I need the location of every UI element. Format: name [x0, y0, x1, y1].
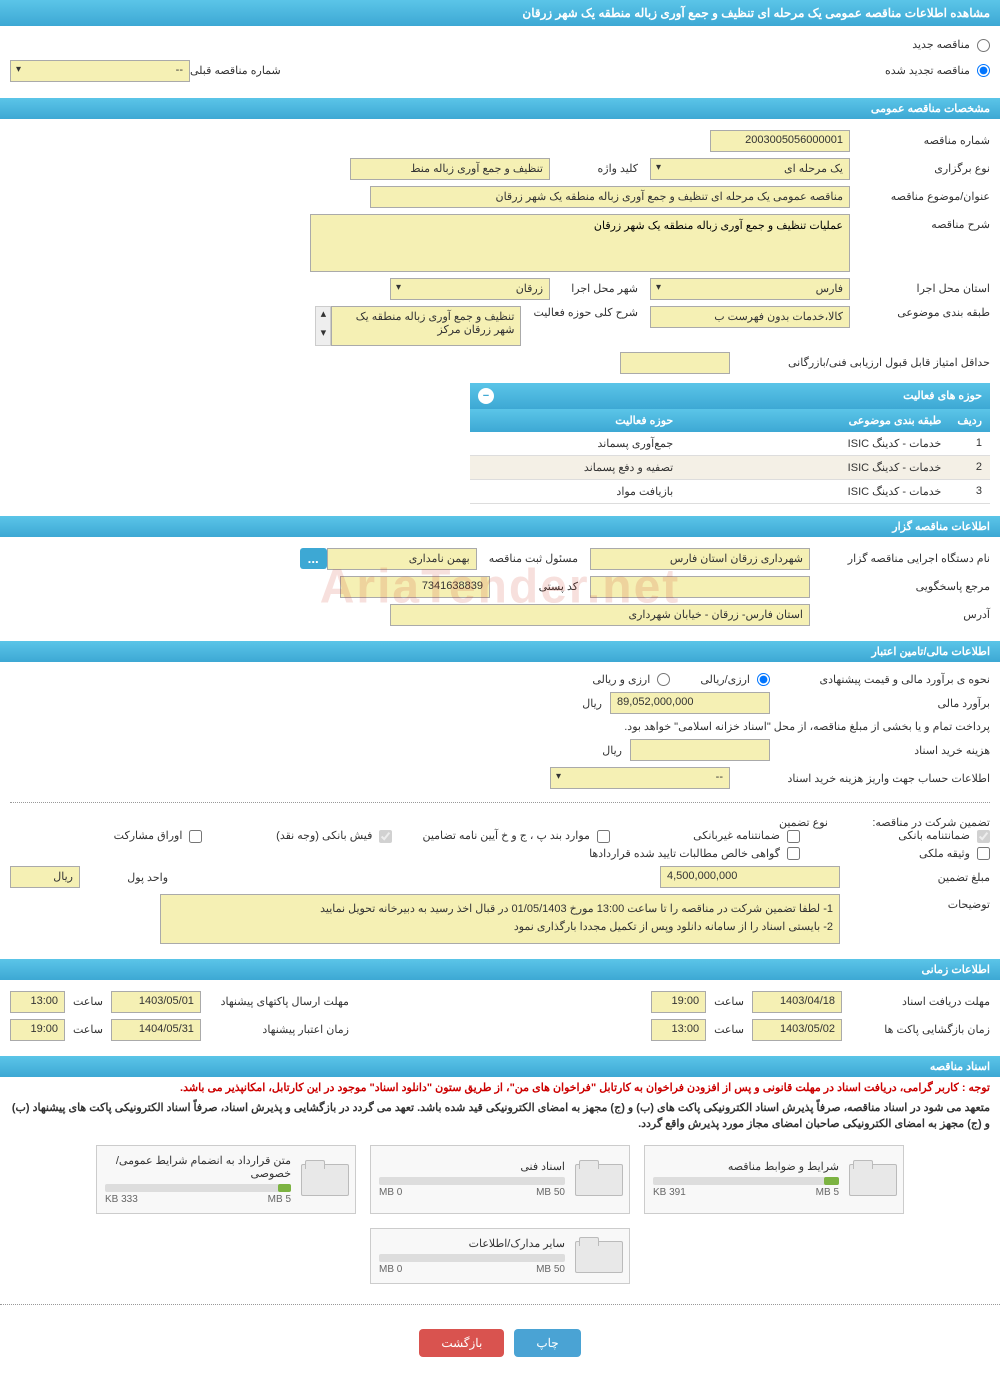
radio-rial[interactable]: ارزی/ریالی: [700, 673, 770, 687]
time-section: مهلت دریافت اسناد 1403/04/18 ساعت 19:00 …: [0, 980, 1000, 1052]
guarantee-amount-field: 4,500,000,000: [660, 866, 840, 888]
docs-warning: توجه : کاربر گرامی، دریافت اسناد در مهلت…: [0, 1077, 1000, 1098]
doc-card[interactable]: سایر مدارک/اطلاعات 50 MB0 MB: [370, 1228, 630, 1284]
print-button[interactable]: چاپ: [514, 1329, 580, 1357]
description-textarea[interactable]: [310, 214, 850, 272]
responsible-field: بهمن نامداری: [327, 548, 477, 570]
section-time-header: اطلاعات زمانی: [0, 959, 1000, 980]
page-title: مشاهده اطلاعات مناقصه عمومی یک مرحله ای …: [0, 0, 1000, 26]
table-row: 2خدمات - کدینگ ISICتصفیه و دفع پسماند: [470, 455, 990, 479]
validity-date: 1404/05/31: [111, 1019, 201, 1041]
doc-card[interactable]: متن قرارداد به انضمام شرایط عمومی/خصوصی …: [96, 1145, 356, 1214]
send-time: 13:00: [10, 991, 65, 1013]
radio-both[interactable]: ارزی و ریالی: [592, 673, 670, 687]
open-time: 13:00: [651, 1019, 706, 1041]
receive-date: 1403/04/18: [752, 991, 842, 1013]
scrollbar-icon[interactable]: ▴▾: [315, 306, 331, 346]
subject-field[interactable]: مناقصه عمومی یک مرحله ای تنظیف و جمع آور…: [370, 186, 850, 208]
folder-icon: [301, 1160, 347, 1198]
payment-note: پرداخت تمام و یا بخشی از مبلغ مناقصه، از…: [624, 720, 990, 733]
doc-card[interactable]: شرایط و ضوابط مناقصه 5 MB391 KB: [644, 1145, 904, 1214]
holder-name-field: شهرداری زرقان استان فارس: [590, 548, 810, 570]
general-section: شماره مناقصه 2003005056000001 نوع برگزار…: [0, 119, 1000, 512]
section-docs-header: اسناد مناقصه: [0, 1056, 1000, 1077]
lookup-button[interactable]: ...: [300, 548, 327, 569]
divider: [10, 802, 990, 803]
chk-claims-cert[interactable]: گواهی خالص مطالبات تایید شده قراردادها: [500, 847, 800, 861]
province-select[interactable]: فارس: [650, 278, 850, 300]
city-select[interactable]: زرقان: [390, 278, 550, 300]
doc-card[interactable]: اسناد فنی 50 MB0 MB: [370, 1145, 630, 1214]
activity-desc-field[interactable]: تنظیف و جمع آوری زباله منطقه یک شهر زرقا…: [331, 306, 521, 346]
button-bar: چاپ بازگشت: [0, 1315, 1000, 1377]
tender-type-section: مناقصه جدید مناقصه تجدید شده شماره مناقص…: [0, 26, 1000, 94]
folder-icon: [575, 1237, 621, 1275]
send-date: 1403/05/01: [111, 991, 201, 1013]
chk-bank-receipt[interactable]: فیش بانکی (وجه نقد): [232, 829, 392, 843]
back-button[interactable]: بازگشت: [419, 1329, 504, 1357]
prev-tender-label: شماره مناقصه قبلی: [190, 64, 281, 77]
chk-regulation-items[interactable]: موارد بند پ ، ج و خ آیین نامه تضامین: [422, 829, 610, 843]
ref-field[interactable]: [590, 576, 810, 598]
radio-new-tender[interactable]: مناقصه جدید: [912, 39, 990, 51]
docs-info: متعهد می شود در اسناد مناقصه، صرفاً پذیر…: [0, 1098, 1000, 1135]
collapse-icon[interactable]: −: [478, 388, 494, 404]
folder-icon: [575, 1160, 621, 1198]
section-holder-header: اطلاعات مناقصه گزار: [0, 516, 1000, 537]
category-field[interactable]: کالا،خدمات بدون فهرست ب: [650, 306, 850, 328]
chk-bank-guarantee[interactable]: ضمانتنامه بانکی: [830, 829, 990, 843]
validity-time: 19:00: [10, 1019, 65, 1041]
table-row: 3خدمات - کدینگ ISICبازیافت مواد: [470, 479, 990, 503]
guarantee-notes: 1- لطفا تضمین شرکت در مناقصه را تا ساعت …: [160, 894, 840, 943]
tender-number: 2003005056000001: [710, 130, 850, 152]
open-date: 1403/05/02: [752, 1019, 842, 1041]
table-row: 1خدمات - کدینگ ISICجمع‌آوری پسماند: [470, 432, 990, 456]
doc-cards: شرایط و ضوابط مناقصه 5 MB391 KB اسناد فن…: [0, 1135, 1000, 1294]
estimate-field: 89,052,000,000: [610, 692, 770, 714]
receive-time: 19:00: [651, 991, 706, 1013]
divider: [0, 1304, 1000, 1305]
keyword-field[interactable]: تنظیف و جمع آوری زباله منط: [350, 158, 550, 180]
radio-renewed-tender[interactable]: مناقصه تجدید شده: [885, 64, 990, 78]
folder-icon: [849, 1160, 895, 1198]
activity-header: حوزه های فعالیت: [502, 383, 990, 409]
postcode-field: 7341638839: [340, 576, 490, 598]
chk-property[interactable]: وثیقه ملکی: [830, 847, 990, 861]
doc-cost-field[interactable]: [630, 739, 770, 761]
finance-section: نحوه ی برآورد مالی و قیمت پیشنهادی ارزی/…: [0, 662, 1000, 955]
prev-tender-select[interactable]: --: [10, 60, 190, 82]
chk-bonds[interactable]: اوراق مشارکت: [42, 829, 202, 843]
min-score-field[interactable]: [620, 352, 730, 374]
section-finance-header: اطلاعات مالی/تامین اعتبار: [0, 641, 1000, 662]
holder-section: نام دستگاه اجرایی مناقصه گزار شهرداری زر…: [0, 537, 1000, 637]
currency-unit-field: ریال: [10, 866, 80, 888]
chk-nonbank-guarantee[interactable]: ضمانتنامه غیربانکی: [640, 829, 800, 843]
tender-type-select[interactable]: یک مرحله ای: [650, 158, 850, 180]
account-select[interactable]: --: [550, 767, 730, 789]
activity-table: حوزه های فعالیت − ردیف طبقه بندی موضوعی …: [470, 383, 990, 504]
section-general-header: مشخصات مناقصه عمومی: [0, 98, 1000, 119]
address-field: استان فارس- زرقان - خیابان شهرداری: [390, 604, 810, 626]
